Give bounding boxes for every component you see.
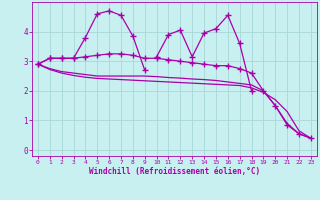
X-axis label: Windchill (Refroidissement éolien,°C): Windchill (Refroidissement éolien,°C)	[89, 167, 260, 176]
